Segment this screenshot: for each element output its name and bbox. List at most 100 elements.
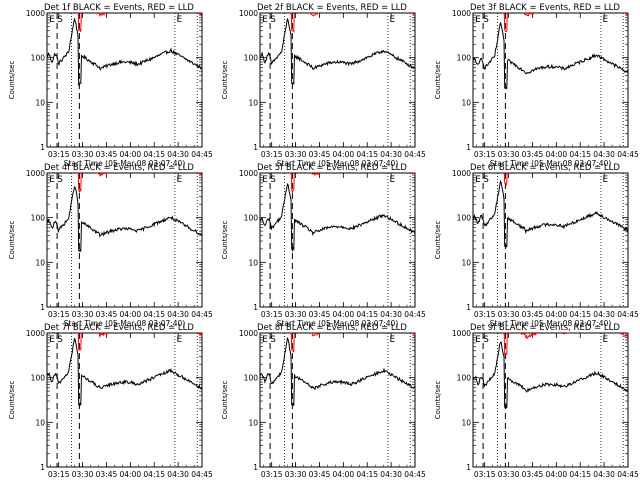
flag-label-e: E (49, 335, 55, 345)
y-tick-label: 100 (457, 54, 472, 63)
x-tick-label: 03:30 (285, 150, 307, 159)
flag-label-e: E (177, 335, 183, 345)
x-tick-label: 03:15 (48, 470, 70, 479)
flag-label-s: S (483, 335, 489, 345)
events-series-line (47, 186, 202, 253)
x-tick-label: 04:30 (380, 470, 402, 479)
flag-label-e: E (603, 175, 609, 185)
x-tick-label: 03:45 (309, 150, 331, 159)
x-tick-label: 04:30 (380, 150, 402, 159)
flag-label-s: S (270, 335, 276, 345)
y-tick-label: 1000 (26, 329, 45, 338)
x-tick-label: 03:15 (48, 150, 70, 159)
x-tick-label: 04:00 (120, 310, 142, 319)
x-axis-label: Start Time (05-Mar-08 03:07:40) (64, 159, 186, 168)
x-tick-label: 04:30 (593, 310, 615, 319)
x-tick-label: 04:00 (120, 150, 142, 159)
x-tick-label: 03:45 (96, 470, 118, 479)
x-tick-label: 03:45 (309, 310, 331, 319)
x-tick-label: 03:45 (96, 310, 118, 319)
y-tick-label: 100 (244, 214, 259, 223)
events-series-line (260, 18, 415, 86)
x-tick-label: 04:15 (143, 150, 165, 159)
y-tick-label: 100 (244, 374, 259, 383)
events-series-line (473, 341, 628, 410)
x-tick-label: 03:30 (498, 310, 520, 319)
flag-label-e: E (49, 15, 55, 25)
x-axis-label: Start Time (05-Mar-08 03:07:40) (490, 319, 612, 328)
x-tick-label: 04:15 (569, 150, 591, 159)
x-axis-label: Start Time (05-Mar-08 03:07:40) (490, 159, 612, 168)
axis-frame (46, 332, 203, 468)
y-axis-label: Counts/sec (8, 221, 16, 260)
y-tick-label: 10 (35, 418, 45, 427)
panel-title: Det 8f BLACK = Events, RED = LLD (257, 323, 407, 333)
y-tick-label: 1 (40, 143, 45, 152)
axis-frame (259, 172, 416, 308)
x-tick-label: 03:15 (261, 150, 283, 159)
events-series-line (47, 17, 202, 86)
x-tick-label: 03:45 (522, 310, 544, 319)
y-tick-label: 1000 (452, 9, 471, 18)
axis-frame (472, 332, 629, 468)
x-tick-label: 04:00 (333, 150, 355, 159)
flag-label-s: S (57, 175, 63, 185)
flag-label-s: S (483, 15, 489, 25)
flag-label-e: E (262, 175, 268, 185)
flag-label-e: E (390, 15, 396, 25)
flag-label-e: E (475, 335, 481, 345)
flag-label-e: E (49, 175, 55, 185)
y-tick-label: 1000 (239, 9, 258, 18)
x-tick-label: 04:00 (120, 470, 142, 479)
y-tick-label: 1000 (26, 9, 45, 18)
y-tick-label: 1 (253, 463, 258, 472)
x-tick-label: 04:15 (143, 310, 165, 319)
x-tick-label: 03:15 (474, 310, 496, 319)
x-tick-label: 04:45 (404, 310, 426, 319)
y-axis-label: Counts/sec (434, 381, 442, 420)
panel-title: Det 5f BLACK = Events, RED = LLD (257, 163, 407, 173)
y-tick-label: 1 (466, 303, 471, 312)
x-tick-label: 03:30 (498, 470, 520, 479)
x-tick-label: 03:15 (474, 470, 496, 479)
y-axis-label: Counts/sec (221, 61, 229, 100)
y-tick-label: 100 (244, 54, 259, 63)
panel-title: Det 2f BLACK = Events, RED = LLD (257, 3, 407, 13)
flag-label-e: E (177, 15, 183, 25)
panel-title: Det 1f BLACK = Events, RED = LLD (44, 3, 194, 13)
y-tick-label: 1000 (239, 169, 258, 178)
flag-label-s: S (270, 15, 276, 25)
y-tick-label: 10 (461, 98, 471, 107)
flag-label-s: S (57, 335, 63, 345)
panel-6: Det 6f BLACK = Events, RED = LLD 1 10 100 10… (434, 163, 639, 328)
x-tick-label: 04:15 (356, 310, 378, 319)
panel-title: Det 9f BLACK = Events, RED = LLD (470, 323, 620, 333)
y-tick-label: 1000 (452, 329, 471, 338)
flag-label-e: E (475, 15, 481, 25)
panel-5: Det 5f BLACK = Events, RED = LLD 1 10 100 10… (221, 163, 426, 328)
y-axis-label: Counts/sec (221, 381, 229, 420)
x-tick-label: 04:30 (380, 310, 402, 319)
x-tick-label: 04:30 (167, 310, 189, 319)
x-tick-label: 04:15 (356, 150, 378, 159)
x-tick-label: 04:45 (191, 150, 213, 159)
y-tick-label: 10 (461, 418, 471, 427)
x-axis-label: Start Time (05-Mar-08 03:07:40) (64, 319, 186, 328)
x-axis-label: Start Time (05-Mar-08 03:07:40) (277, 319, 399, 328)
events-series-line (473, 22, 628, 90)
panel-title: Det 7f BLACK = Events, RED = LLD (44, 323, 194, 333)
panel-title: Det 4f BLACK = Events, RED = LLD (44, 163, 194, 173)
x-tick-label: 04:00 (333, 310, 355, 319)
y-tick-label: 1 (253, 143, 258, 152)
y-tick-label: 1 (40, 303, 45, 312)
x-tick-label: 03:30 (285, 470, 307, 479)
x-tick-label: 03:15 (474, 150, 496, 159)
events-series-line (47, 338, 202, 408)
panel-2: Det 2f BLACK = Events, RED = LLD 1 10 100 10… (221, 3, 426, 168)
x-tick-label: 03:45 (522, 470, 544, 479)
x-tick-label: 03:30 (72, 470, 94, 479)
x-axis-label: Start Time (05-Mar-08 03:07:40) (277, 159, 399, 168)
y-tick-label: 10 (248, 98, 258, 107)
x-tick-label: 04:30 (593, 470, 615, 479)
y-tick-label: 1000 (452, 169, 471, 178)
